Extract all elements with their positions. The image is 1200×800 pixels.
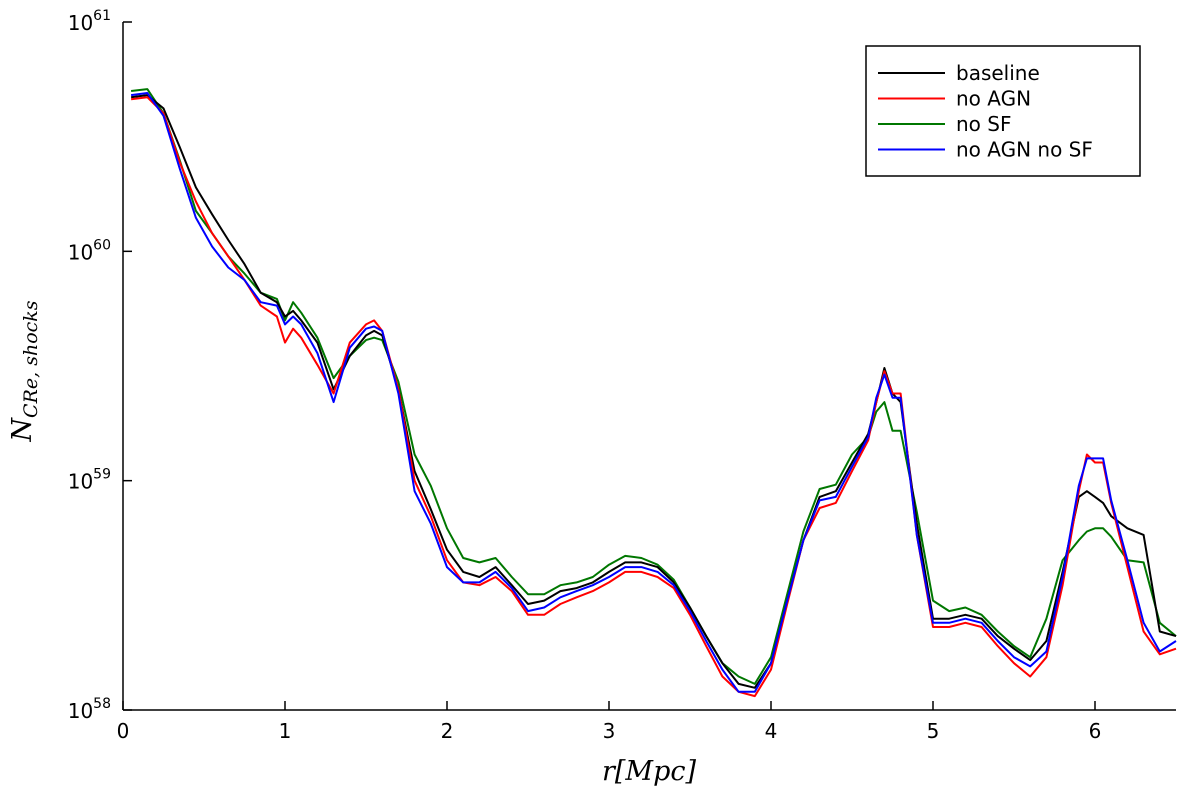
x-tick-label: 4 [765, 719, 778, 743]
legend-label: no SF [956, 112, 1011, 136]
y-tick-label-base: 10 [68, 11, 93, 35]
y-axis-label: NCRe, shocks [7, 300, 42, 442]
y-tick-label: 1059 [68, 467, 111, 494]
legend-box [865, 45, 1141, 177]
series-line-no-sf [130, 88, 1177, 685]
x-ticks: 0 1 2 3 4 5 6 [117, 701, 1102, 743]
y-tick-label-exponent: 59 [93, 467, 111, 483]
y-tick-label-base: 10 [68, 699, 93, 723]
y-tick-label-exponent: 61 [93, 8, 111, 24]
y-tick-label: 1060 [68, 237, 111, 264]
series-line-no-agn-no-sf [130, 92, 1177, 693]
axes [122, 22, 1176, 711]
x-tick-label: 3 [603, 719, 616, 743]
y-axis-label-sub: CRe, shocks [20, 300, 42, 418]
legend-label: no AGN no SF [956, 138, 1093, 162]
series-line-baseline [130, 94, 1177, 689]
x-tick-label: 5 [927, 719, 940, 743]
y-tick-label-exponent: 58 [93, 696, 111, 712]
x-tick-label: 0 [117, 719, 130, 743]
series-line-no-agn [130, 96, 1177, 698]
y-tick-label-base: 10 [68, 470, 93, 494]
x-axis-label: r[Mpc] [602, 756, 696, 787]
y-tick-label: 1058 [68, 696, 111, 723]
x-tick-label: 6 [1089, 719, 1102, 743]
y-tick-label: 1061 [68, 8, 111, 35]
legend-label: baseline [956, 61, 1040, 85]
legend-label: no AGN [956, 87, 1031, 111]
y-axis-label-main: N [7, 417, 38, 443]
x-tick-label: 2 [441, 719, 454, 743]
x-tick-label: 1 [279, 719, 292, 743]
y-tick-label-base: 10 [68, 240, 93, 264]
series-layer [130, 88, 1177, 698]
y-tick-label-exponent: 60 [93, 237, 111, 253]
